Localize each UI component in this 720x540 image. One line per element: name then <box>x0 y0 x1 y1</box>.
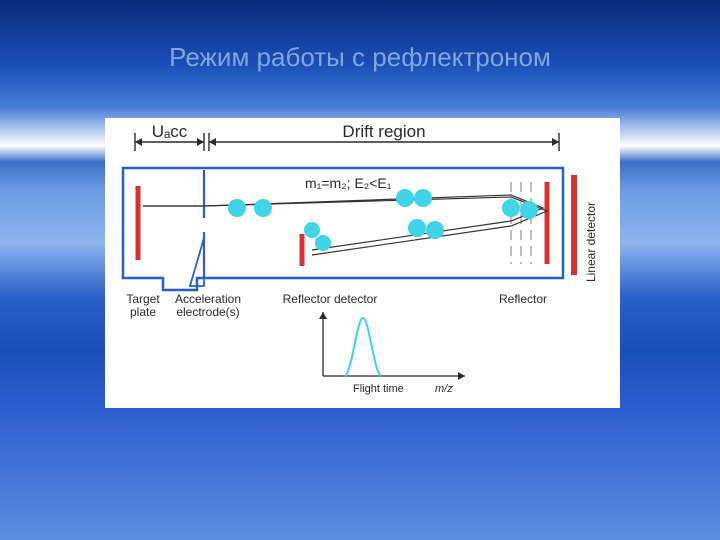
svg-text:m/z: m/z <box>435 383 453 395</box>
svg-text:Linear detector: Linear detector <box>584 202 598 282</box>
svg-text:plate: plate <box>130 305 156 319</box>
svg-text:Reflector: Reflector <box>499 292 547 306</box>
svg-text:m₁=m₂; E₂<E₁: m₁=m₂; E₂<E₁ <box>305 175 392 191</box>
svg-text:Reflector detector: Reflector detector <box>283 292 378 306</box>
svg-text:Uₐcc: Uₐcc <box>152 122 188 141</box>
svg-text:Drift region: Drift region <box>342 122 425 141</box>
svg-text:Acceleration: Acceleration <box>175 292 241 306</box>
reflectron-diagram: Uₐcc Drift region m₁=m₂; E₂<E₁ Targetplate A… <box>105 118 620 408</box>
slide-title: Режим работы с рефлектроном <box>0 42 720 73</box>
svg-text:Target: Target <box>126 292 160 306</box>
diagram-svg: Uₐcc Drift region m₁=m₂; E₂<E₁ Targetplate A… <box>105 118 620 408</box>
svg-text:Flight time: Flight time <box>353 383 404 395</box>
svg-text:electrode(s): electrode(s) <box>176 305 239 319</box>
